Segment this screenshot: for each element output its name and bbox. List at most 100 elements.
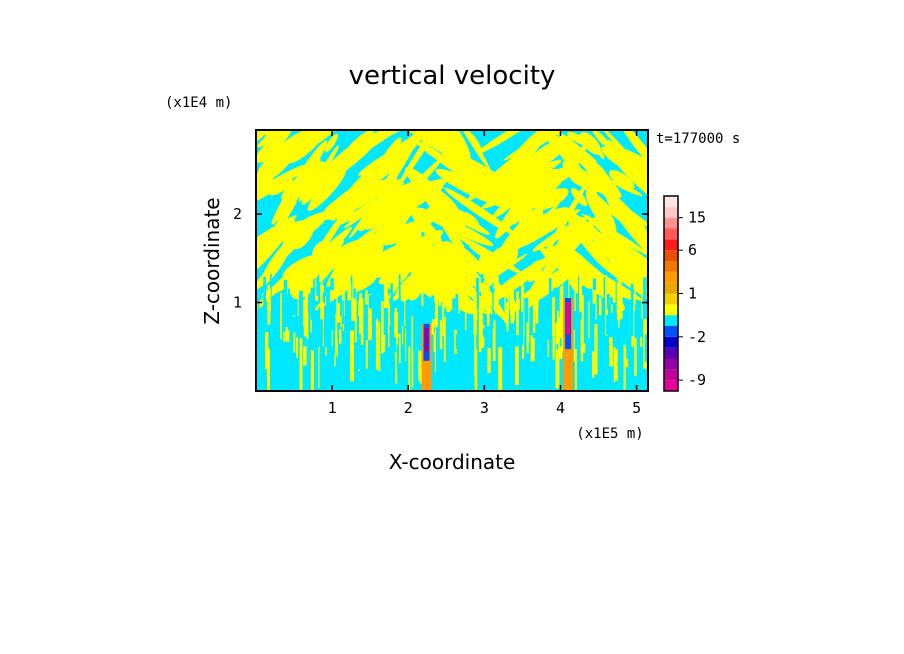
field-filament	[549, 278, 552, 310]
field-positive-band	[510, 207, 570, 242]
field-filament	[354, 300, 357, 342]
x-tick-label: 2	[404, 399, 413, 417]
field-filament	[599, 297, 602, 316]
field-filament	[396, 337, 400, 372]
plume-layer	[421, 298, 574, 391]
field-filament	[532, 302, 536, 333]
field-positive-band	[614, 148, 648, 180]
field-filament	[283, 280, 288, 321]
field-filament	[342, 276, 345, 316]
field-filament	[474, 282, 476, 299]
field-filament	[421, 274, 424, 306]
field-filament	[495, 316, 498, 357]
colorbar: 15 6 1 -2 -9	[663, 195, 706, 392]
field-filament	[335, 313, 338, 355]
field-filament	[301, 298, 305, 334]
field-filament	[352, 275, 354, 299]
field-filament	[390, 283, 393, 309]
field-positive-band	[602, 193, 648, 231]
colorbar-swatch	[664, 271, 678, 283]
field-filament	[634, 338, 637, 376]
field-filament	[553, 287, 556, 305]
field-positive-band	[618, 130, 648, 178]
field-filament	[285, 327, 290, 342]
field-filament	[464, 300, 467, 330]
colorbar-tick-label: -2	[688, 328, 706, 346]
field-filament	[483, 328, 485, 337]
field-filament	[419, 332, 423, 384]
y-axis-label: Z-coordinate	[200, 197, 224, 324]
field-positive-band	[492, 190, 524, 218]
field-filament	[506, 303, 509, 326]
colorbar-swatch	[664, 358, 678, 370]
field-filament	[283, 296, 285, 314]
colorbar-swatch	[664, 304, 678, 316]
field-positive-band	[401, 231, 422, 255]
field-filament	[269, 351, 273, 372]
field-positive-band	[291, 279, 316, 299]
field-filament	[306, 338, 309, 389]
field-filament	[609, 338, 614, 367]
field-filament	[299, 338, 303, 391]
field-filament	[618, 276, 620, 328]
field-filament	[474, 332, 477, 378]
field-filament	[318, 274, 320, 293]
field-filament	[270, 273, 272, 310]
field-filament	[457, 286, 459, 301]
field-filament	[304, 289, 308, 320]
field-filament	[446, 275, 451, 313]
field-filament	[597, 282, 601, 292]
field-filament	[408, 346, 411, 391]
field-filament	[375, 318, 378, 370]
field-filament	[644, 334, 647, 362]
field-filament	[361, 300, 364, 344]
field-filament	[521, 278, 523, 312]
field-positive-band	[313, 130, 384, 189]
field-filament	[287, 288, 290, 331]
field-positive-band	[438, 130, 471, 161]
field-filament	[395, 332, 398, 384]
field-positive-band	[256, 130, 292, 161]
field-positive-band	[584, 262, 613, 287]
field-filament	[468, 347, 473, 366]
field-filament	[510, 342, 514, 391]
field-filament	[452, 298, 456, 330]
field-filament	[511, 300, 515, 320]
field-positive-band	[325, 133, 338, 153]
field-positive-band	[408, 282, 423, 301]
field-filament	[459, 348, 462, 367]
colorbar-swatch	[664, 282, 678, 294]
field-filament	[487, 277, 490, 327]
colorbar-swatch	[664, 336, 678, 348]
field-filament	[585, 338, 590, 362]
field-filament	[547, 340, 550, 357]
field-positive-band	[534, 187, 569, 211]
field-filament	[513, 336, 515, 387]
field-positive-band	[256, 130, 276, 147]
field-filament	[568, 281, 570, 309]
field-filament	[343, 343, 345, 352]
field-filament	[535, 308, 539, 324]
field-filament	[516, 291, 519, 336]
field-filament	[562, 275, 564, 325]
field-filament	[381, 301, 384, 354]
field-positive-band	[611, 260, 648, 309]
field-filament	[293, 315, 296, 353]
field-filament	[328, 345, 332, 355]
field-filament	[418, 309, 423, 352]
field-filament	[527, 297, 530, 343]
plot-area	[255, 129, 649, 392]
field-filament	[281, 309, 284, 360]
field-filament	[643, 277, 646, 298]
field-filament	[492, 320, 496, 361]
field-positive-band	[256, 218, 296, 283]
field-filament	[555, 311, 559, 345]
x-tick-label: 5	[632, 399, 641, 417]
field-filament	[544, 335, 547, 371]
field-positive-band	[586, 130, 605, 146]
field-filament	[428, 274, 431, 297]
y-tick-label: 2	[233, 205, 242, 223]
field-filament	[454, 329, 457, 354]
field-filament	[365, 340, 368, 369]
